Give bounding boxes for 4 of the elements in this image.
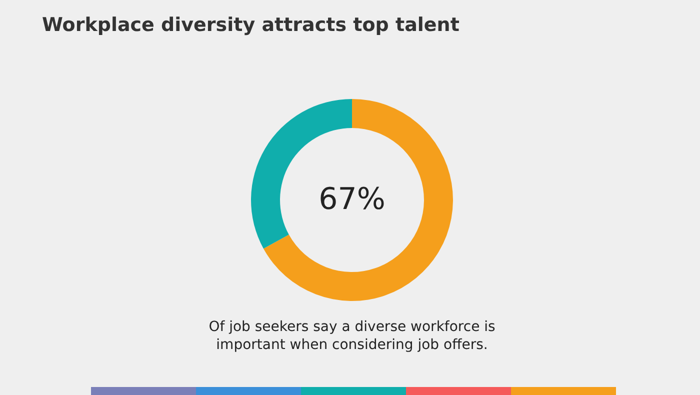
text: 67% — [318, 182, 386, 217]
text: Of job seekers say a diverse workforce is important when considering job offers. — [208, 319, 496, 353]
donut-slice — [263, 99, 453, 301]
chart-title: Workplace diversity attracts top talent — [42, 14, 460, 36]
